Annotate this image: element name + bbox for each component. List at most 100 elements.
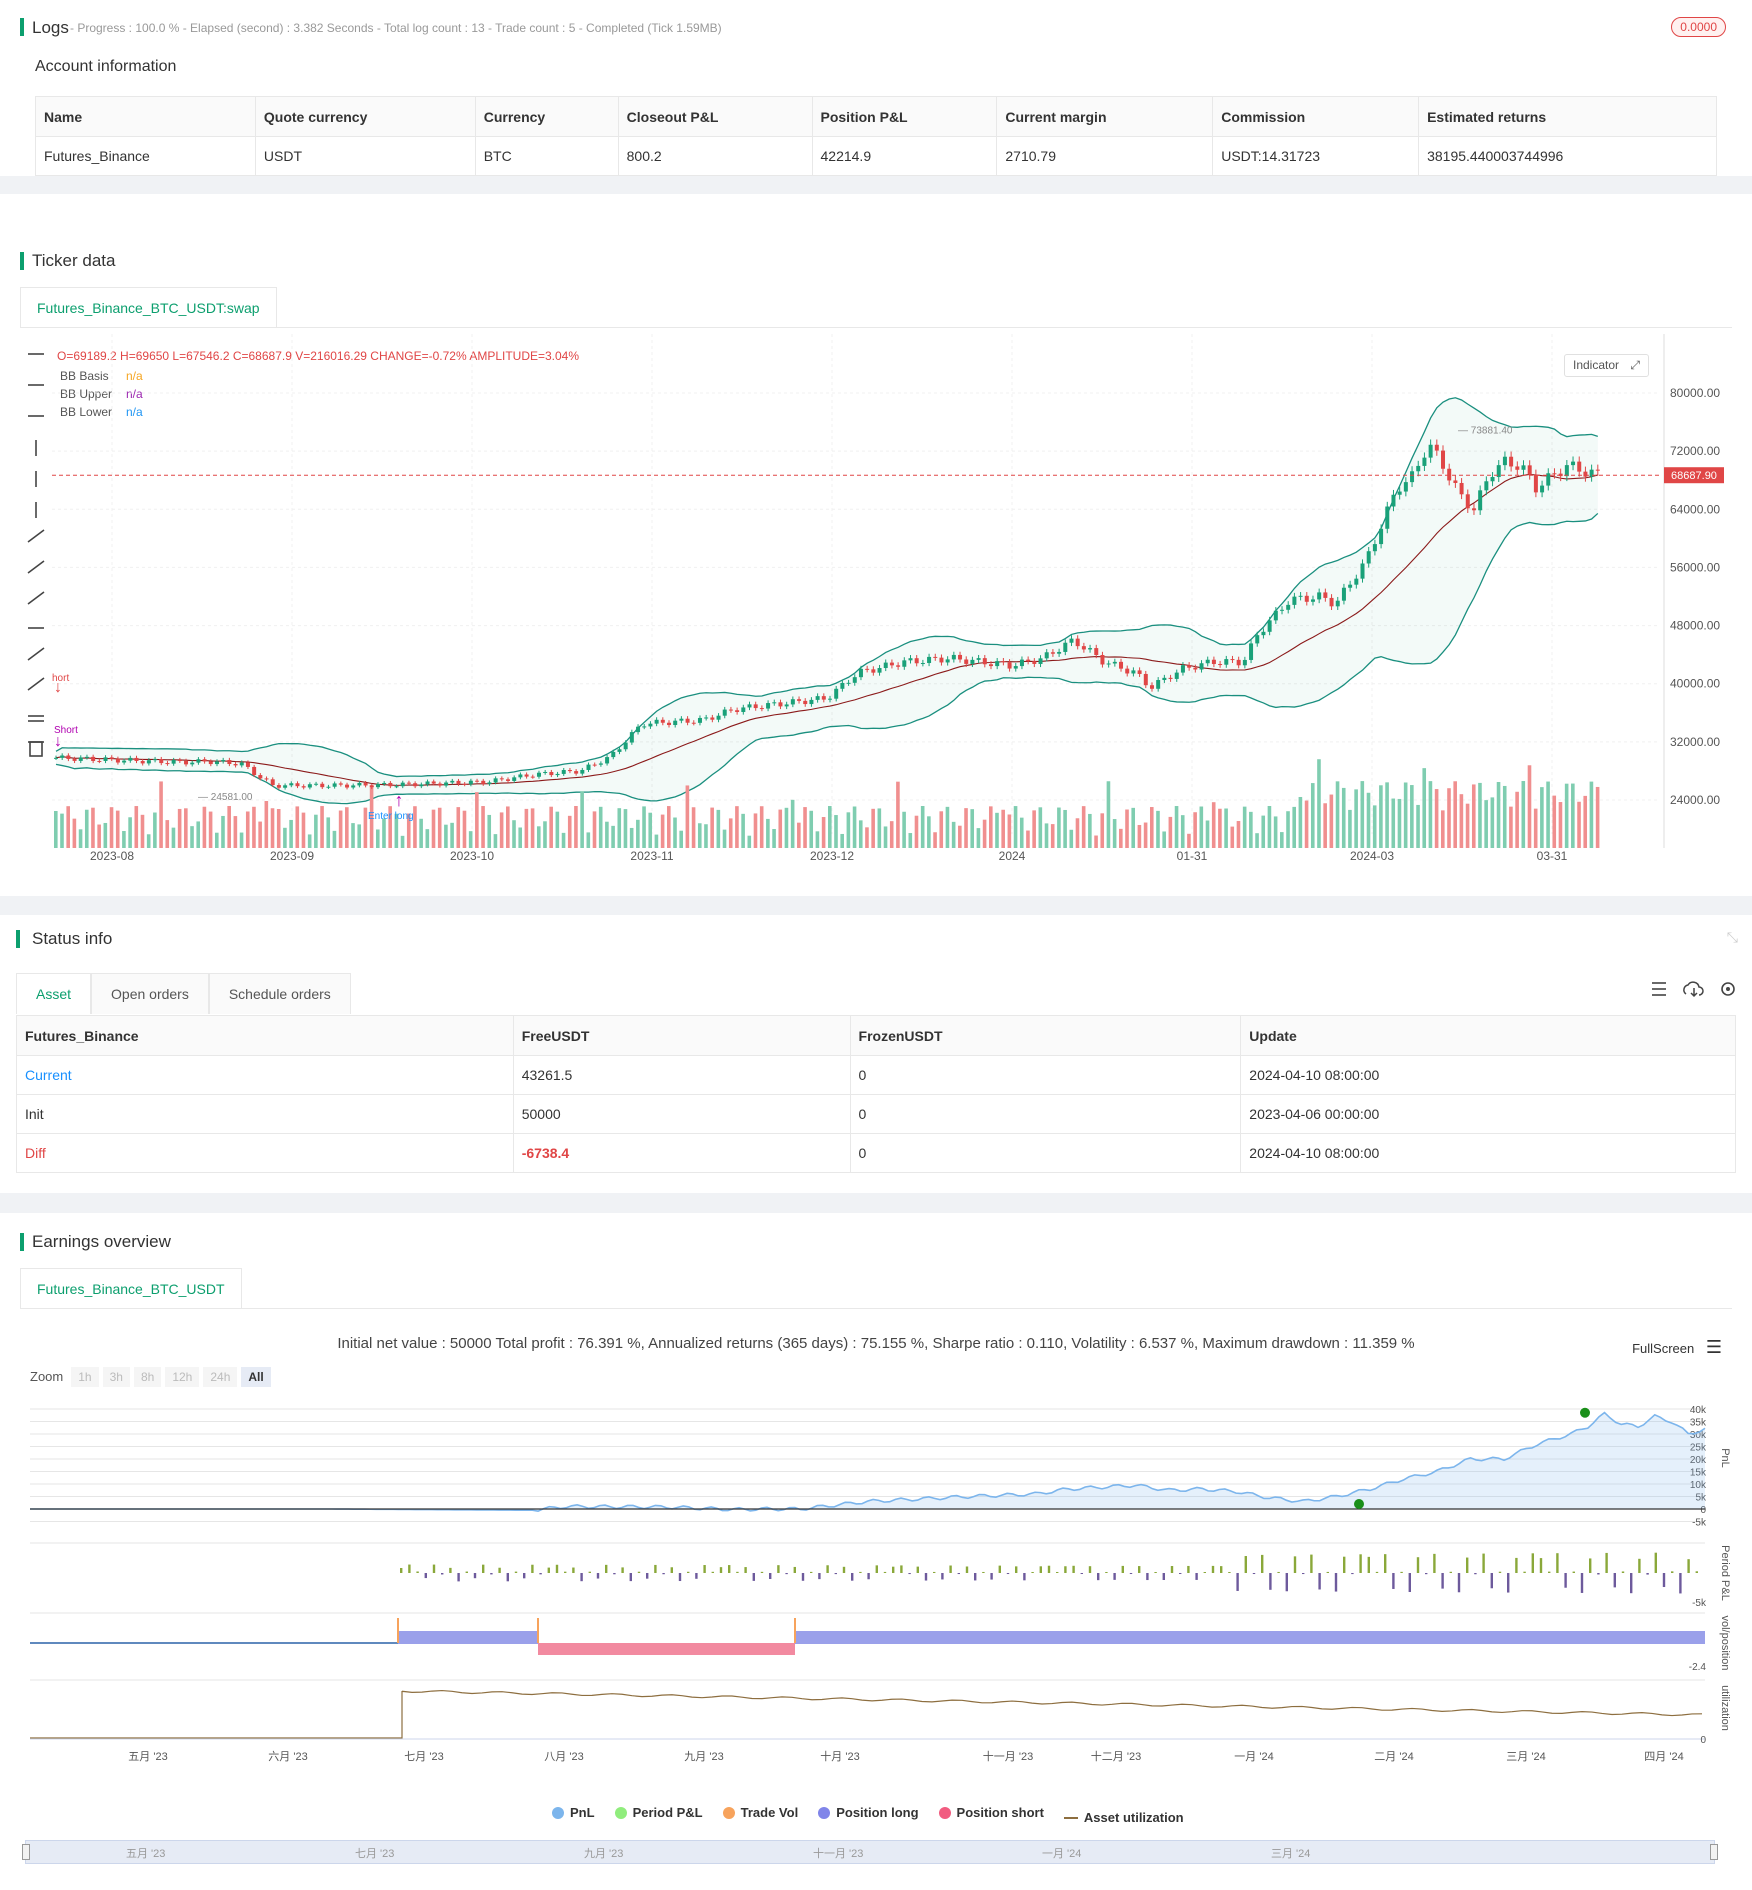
navigator-handle-right[interactable] bbox=[1710, 1844, 1718, 1860]
vol-tick-label: -2.4 bbox=[1689, 1662, 1707, 1673]
legend-item[interactable]: Trade Vol bbox=[722, 1805, 799, 1820]
volume-bar bbox=[549, 806, 553, 848]
legend-item[interactable]: Position short bbox=[938, 1805, 1044, 1820]
candle-body bbox=[1484, 481, 1489, 491]
candle-body bbox=[295, 783, 300, 787]
candle-body bbox=[202, 759, 207, 762]
volume-bar bbox=[54, 811, 58, 848]
period-bar bbox=[1138, 1566, 1141, 1573]
tab-ticker-symbol[interactable]: Futures_Binance_BTC_USDT:swap bbox=[20, 287, 277, 327]
navigator-tick: 七月 '23 bbox=[355, 1848, 395, 1860]
candle-body bbox=[914, 658, 919, 664]
zoom-button-24h[interactable]: 24h bbox=[203, 1367, 238, 1387]
period-bar bbox=[1023, 1573, 1026, 1581]
tab-asset[interactable]: Asset bbox=[16, 973, 92, 1014]
drawing-tools-icons[interactable] bbox=[24, 340, 48, 780]
earnings-chart[interactable]: 40k35k30k25k20k15k10k5k0-5k-5k-2.40PnLPe… bbox=[0, 1398, 1752, 1878]
candle-body bbox=[988, 664, 993, 667]
volume-bar bbox=[400, 835, 405, 848]
legend-item[interactable]: Period P&L bbox=[614, 1805, 703, 1820]
volume-bar bbox=[270, 808, 275, 848]
account-header-cell: Quote currency bbox=[254, 96, 476, 137]
legend-label: Asset utilization bbox=[1083, 1810, 1184, 1825]
candle-body bbox=[245, 762, 250, 767]
volume-bar bbox=[574, 806, 578, 848]
volume-bar bbox=[1447, 788, 1451, 848]
volume-bar bbox=[920, 806, 925, 848]
candle-body bbox=[357, 782, 362, 786]
volume-bar bbox=[951, 821, 956, 848]
candle-body bbox=[1162, 677, 1167, 681]
period-bar bbox=[564, 1571, 567, 1573]
period-bar bbox=[941, 1573, 944, 1580]
zoom-button-8h[interactable]: 8h bbox=[133, 1367, 162, 1387]
volume-bar bbox=[425, 829, 430, 848]
earn-time-tick: 六月 '23 bbox=[268, 1750, 307, 1763]
candle-body bbox=[697, 717, 702, 723]
candle-body bbox=[140, 760, 145, 764]
candle-body bbox=[165, 763, 170, 765]
price-chart[interactable]: 80000.00 72000.00 64000.00 56000.00 48000.00… bbox=[0, 334, 1752, 894]
period-bar bbox=[1105, 1571, 1108, 1573]
candle-body bbox=[1410, 471, 1415, 483]
menu-icon[interactable]: ☰ bbox=[1705, 1337, 1722, 1357]
price-tag-bg bbox=[1664, 467, 1724, 484]
collapse-icon[interactable]: ⤡ bbox=[1726, 929, 1738, 945]
period-bar bbox=[769, 1573, 772, 1579]
period-bar bbox=[1228, 1571, 1231, 1573]
legend-item[interactable]: Asset utilization bbox=[1063, 1810, 1184, 1825]
logs-summary: - Progress : 100.0 % - Elapsed (second) … bbox=[70, 21, 722, 35]
volume-bar bbox=[357, 824, 362, 848]
bb-legend-value: n/a bbox=[126, 405, 143, 419]
account-table: Name Quote currency Currency Closeout P&L Po… bbox=[35, 96, 1717, 176]
indicator-button[interactable]: Indicator ⤢ bbox=[1564, 354, 1649, 377]
candle-body bbox=[735, 710, 740, 713]
period-bar bbox=[1400, 1571, 1403, 1573]
tab-earnings-symbol[interactable]: Futures_Binance_BTC_USDT bbox=[20, 1268, 242, 1308]
candle-body bbox=[1595, 469, 1600, 471]
legend-item[interactable]: PnL bbox=[552, 1805, 595, 1820]
axis-title: Period P&L bbox=[1719, 1545, 1731, 1601]
period-bar bbox=[1457, 1573, 1461, 1593]
candle-body bbox=[493, 778, 498, 783]
volume-bar bbox=[1224, 808, 1228, 848]
candle-body bbox=[1478, 490, 1483, 511]
logs-badge[interactable]: 0.0000 bbox=[1671, 17, 1726, 37]
fullscreen-button[interactable]: FullScreen ☰ bbox=[1632, 1337, 1722, 1358]
zoom-button-All[interactable]: All bbox=[241, 1367, 271, 1387]
zoom-button-12h[interactable]: 12h bbox=[165, 1367, 200, 1387]
legend-label: Trade Vol bbox=[740, 1805, 799, 1820]
candle-body bbox=[1496, 465, 1501, 478]
tab-schedule-orders[interactable]: Schedule orders bbox=[208, 973, 351, 1014]
candle-body bbox=[883, 662, 888, 669]
period-bar bbox=[482, 1564, 485, 1573]
candle-body bbox=[1552, 473, 1557, 475]
volume-bar bbox=[815, 831, 820, 848]
volume-bar bbox=[1379, 785, 1383, 848]
period-bar bbox=[1695, 1571, 1698, 1573]
tab-open-orders[interactable]: Open orders bbox=[91, 973, 209, 1014]
candle-body bbox=[1026, 659, 1031, 662]
account-cell: 42214.9 bbox=[811, 136, 998, 176]
expand-icon[interactable]: ⤢ bbox=[1630, 358, 1640, 372]
volume-bar bbox=[1540, 787, 1544, 848]
candle-body bbox=[431, 781, 436, 784]
navigator-handle-left[interactable] bbox=[22, 1844, 30, 1860]
legend-item[interactable]: Position long bbox=[818, 1805, 919, 1820]
asset-cell: Diff bbox=[16, 1133, 514, 1173]
volume-bar bbox=[1249, 811, 1253, 848]
zoom-button-3h[interactable]: 3h bbox=[102, 1367, 130, 1387]
zoom-label: Zoom bbox=[30, 1369, 64, 1384]
earnings-panel: Earnings overview Futures_Binance_BTC_US… bbox=[0, 1213, 1752, 1890]
candle-body bbox=[679, 718, 684, 721]
period-bar bbox=[416, 1571, 419, 1573]
zoom-button-1h[interactable]: 1h bbox=[71, 1367, 99, 1387]
bb-band-fill bbox=[56, 397, 1598, 804]
volume-bar bbox=[611, 825, 615, 848]
candle-body bbox=[481, 780, 486, 784]
period-bar bbox=[728, 1565, 731, 1573]
volume-bar bbox=[109, 807, 114, 848]
period-bar bbox=[1589, 1558, 1592, 1573]
navigator[interactable]: 五月 '23 七月 '23 九月 '23 十一月 '23 一月 '24 三月 '24 bbox=[22, 1840, 1718, 1864]
candle-body bbox=[1075, 638, 1080, 647]
